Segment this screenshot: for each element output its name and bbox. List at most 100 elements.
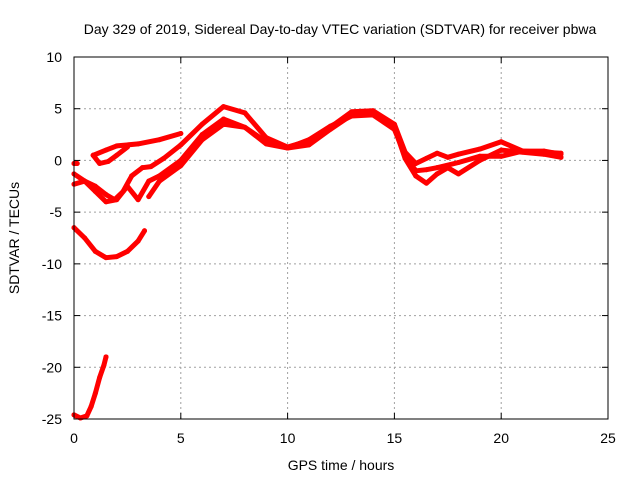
chart-title: Day 329 of 2019, Sidereal Day-to-day VTE… bbox=[84, 21, 597, 37]
data-point bbox=[103, 354, 109, 360]
gridlines bbox=[74, 57, 608, 419]
data-point bbox=[434, 171, 440, 177]
data-point bbox=[103, 192, 109, 198]
data-point bbox=[124, 144, 130, 150]
y-tick-label: -10 bbox=[42, 256, 62, 272]
data-series bbox=[71, 104, 564, 421]
data-point bbox=[541, 149, 547, 155]
data-point bbox=[88, 404, 94, 410]
data-point bbox=[103, 199, 109, 205]
x-tick-label: 10 bbox=[280, 430, 296, 446]
data-point bbox=[498, 153, 504, 159]
y-tick-label: -15 bbox=[42, 308, 62, 324]
data-point bbox=[139, 165, 145, 171]
y-tick-label: -25 bbox=[42, 411, 62, 427]
y-tick-label: -5 bbox=[50, 204, 63, 220]
data-point bbox=[146, 194, 152, 200]
data-point bbox=[520, 148, 526, 154]
data-point bbox=[114, 197, 120, 203]
data-point bbox=[558, 150, 564, 156]
data-point bbox=[148, 164, 154, 170]
data-point bbox=[455, 151, 461, 157]
data-point bbox=[97, 375, 103, 381]
data-point bbox=[413, 168, 419, 174]
data-point bbox=[178, 131, 184, 137]
data-point bbox=[114, 152, 120, 158]
data-point bbox=[349, 113, 355, 119]
data-point bbox=[84, 413, 90, 419]
data-point bbox=[327, 123, 333, 129]
x-tick-label: 5 bbox=[177, 430, 185, 446]
data-point bbox=[242, 110, 248, 116]
data-point bbox=[97, 161, 103, 167]
x-tick-label: 25 bbox=[600, 430, 616, 446]
data-point bbox=[156, 178, 162, 184]
data-point bbox=[74, 161, 80, 167]
data-point bbox=[423, 155, 429, 161]
data-point bbox=[141, 228, 147, 234]
data-point bbox=[161, 155, 167, 161]
data-point bbox=[423, 167, 429, 173]
data-point bbox=[178, 163, 184, 169]
data-point bbox=[477, 146, 483, 152]
data-point bbox=[146, 178, 152, 184]
data-point bbox=[306, 142, 312, 148]
y-tick-label: 10 bbox=[46, 49, 62, 65]
tick-labels: 0 5 10 15 20 25 -25 -20 -15 -10 -5 0 5 10 bbox=[42, 49, 616, 446]
data-point bbox=[178, 142, 184, 148]
data-point bbox=[101, 362, 107, 368]
data-point bbox=[391, 126, 397, 132]
data-point bbox=[129, 173, 135, 179]
data-point bbox=[423, 180, 429, 186]
data-point bbox=[135, 197, 141, 203]
data-point bbox=[498, 139, 504, 145]
data-point bbox=[263, 141, 269, 147]
data-point bbox=[370, 112, 376, 118]
data-point bbox=[135, 141, 141, 147]
x-tick-label: 0 bbox=[70, 430, 78, 446]
data-point bbox=[77, 415, 83, 421]
plot-frame bbox=[73, 56, 609, 420]
data-point bbox=[92, 248, 98, 254]
data-point bbox=[82, 235, 88, 241]
data-point bbox=[199, 121, 205, 127]
data-point bbox=[105, 158, 111, 164]
x-tick-label: 15 bbox=[387, 430, 403, 446]
tick-marks bbox=[73, 56, 609, 420]
data-point bbox=[92, 390, 98, 396]
data-point bbox=[221, 116, 227, 122]
data-point bbox=[445, 154, 451, 160]
data-point bbox=[285, 145, 291, 151]
data-point bbox=[413, 173, 419, 179]
data-point bbox=[103, 147, 109, 153]
data-point bbox=[477, 153, 483, 159]
data-point bbox=[221, 121, 227, 127]
data-point bbox=[92, 188, 98, 194]
data-point bbox=[124, 183, 130, 189]
data-point bbox=[221, 104, 227, 110]
data-point bbox=[82, 178, 88, 184]
data-point bbox=[402, 152, 408, 158]
data-point bbox=[434, 165, 440, 171]
data-point bbox=[306, 137, 312, 143]
y-tick-label: 5 bbox=[54, 101, 62, 117]
data-point bbox=[455, 159, 461, 165]
data-point bbox=[242, 124, 248, 130]
data-point bbox=[199, 137, 205, 143]
x-axis-label: GPS time / hours bbox=[288, 457, 395, 473]
data-point bbox=[498, 147, 504, 153]
y-tick-label: 0 bbox=[54, 152, 62, 168]
data-point bbox=[90, 152, 96, 158]
data-point bbox=[558, 154, 564, 160]
y-axis-label: SDTVAR / TECUs bbox=[6, 182, 22, 294]
data-point bbox=[124, 248, 130, 254]
data-point bbox=[156, 137, 162, 143]
data-point bbox=[434, 150, 440, 156]
data-point bbox=[103, 255, 109, 261]
data-point bbox=[114, 254, 120, 260]
y-tick-label: -20 bbox=[42, 359, 62, 375]
data-point bbox=[455, 171, 461, 177]
data-point bbox=[135, 238, 141, 244]
x-tick-label: 20 bbox=[493, 430, 509, 446]
